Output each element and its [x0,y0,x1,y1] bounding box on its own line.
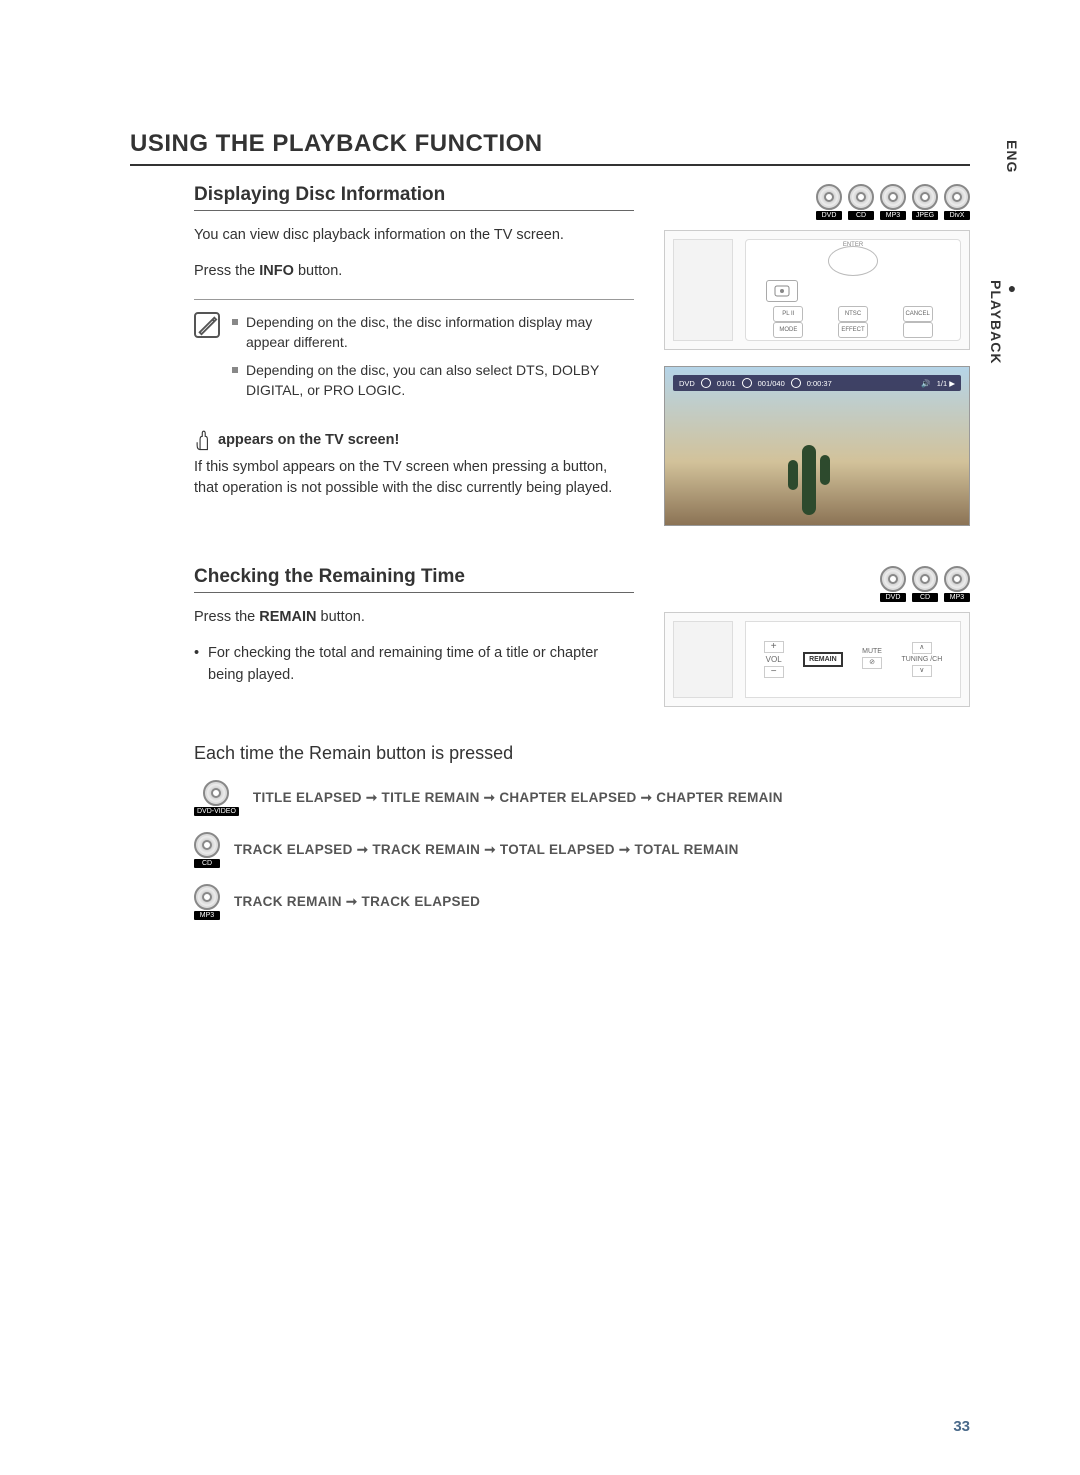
each-press-heading: Each time the Remain button is pressed [194,743,970,764]
disc-icon [194,884,220,910]
section-each-press: Each time the Remain button is pressed D… [194,743,970,920]
remote-diagram: ENTER PL II NTSC CANCEL MODE EFFECT [664,230,970,350]
disc-icon [203,780,229,806]
disc-icon [944,566,970,592]
displaying-heading: Displaying Disc Information [194,184,634,211]
remote-button: MODE [773,322,803,338]
page-number: 33 [953,1418,970,1435]
note-item: Depending on the disc, you can also sele… [232,360,634,401]
mute-control: MUTE ⊘ [862,648,882,671]
sequence-text: TRACK ELAPSED ➞ TRACK REMAIN ➞ TOTAL ELA… [234,842,739,858]
disc-badge: JPEG [912,184,938,220]
tuning-control: ∧ TUNING /CH ∨ [901,640,942,679]
disc-icon [880,184,906,210]
remain-button-highlight: REMAIN [803,652,843,667]
note-icon [194,312,220,338]
hand-icon [194,429,212,451]
chapter-icon [742,378,752,388]
sequence-text: TITLE ELAPSED ➞ TITLE REMAIN ➞ CHAPTER E… [253,790,783,806]
title-icon [701,378,711,388]
remote-button: NTSC [838,306,868,322]
page-title: USING THE PLAYBACK FUNCTION [130,130,970,166]
remote-button: PL II [773,306,803,322]
displaying-step: Press the INFO button. [194,261,634,283]
playback-info-bar: DVD 01/01 001/040 0:00:37 🔊 1/1 ▶ [673,375,961,391]
remote-diagram-2: + VOL − REMAIN MUTE ⊘ ∧ TUNING /CH ∨ [664,612,970,707]
sequence-row: CD TRACK ELAPSED ➞ TRACK REMAIN ➞ TOTAL … [194,832,970,868]
dpad-icon [828,246,878,276]
disc-icon [912,566,938,592]
warn-heading: appears on the TV screen! [194,429,634,451]
remote-button: CANCEL [903,306,933,322]
disc-icon [944,184,970,210]
disc-badge: MP3 [944,566,970,602]
section-remaining: Checking the Remaining Time Press the RE… [130,566,970,707]
disc-icon [816,184,842,210]
vol-control: + VOL − [764,639,784,680]
time-icon [791,378,801,388]
remote-full-icon [673,621,733,698]
disc-icon [912,184,938,210]
disc-badge: MP3 [880,184,906,220]
remote-button [903,322,933,338]
disc-icon [880,566,906,592]
remaining-step: Press the REMAIN button. [194,607,634,629]
remote-full-icon [673,239,733,341]
disc-badge: DVD-VIDEO [194,780,239,816]
cactus-graphic [802,445,816,515]
section-displaying: Displaying Disc Information You can view… [130,184,970,526]
disc-icon [194,832,220,858]
sequence-text: TRACK REMAIN ➞ TRACK ELAPSED [234,894,480,910]
remaining-bullet: For checking the total and remaining tim… [194,643,634,687]
section-tab: PLAYBACK [988,280,1020,365]
displaying-intro: You can view disc playback information o… [194,225,634,247]
disc-badge: CD [848,184,874,220]
disc-badge: DVD [880,566,906,602]
language-tab: ENG [1004,140,1020,173]
remaining-heading: Checking the Remaining Time [194,566,634,593]
warn-body: If this symbol appears on the TV screen … [194,457,634,501]
note-item: Depending on the disc, the disc informat… [232,312,634,353]
info-button-icon [766,280,798,302]
disc-badge-row: DVD CD MP3 [664,566,970,602]
remote-button: EFFECT [838,322,868,338]
tv-screenshot: DVD 01/01 001/040 0:00:37 🔊 1/1 ▶ [664,366,970,526]
disc-badge: DivX [944,184,970,220]
disc-badge: MP3 [194,884,220,920]
sequence-row: DVD-VIDEO TITLE ELAPSED ➞ TITLE REMAIN ➞… [194,780,970,816]
disc-icon [848,184,874,210]
note-box: Depending on the disc, the disc informat… [194,299,634,409]
sequence-row: MP3 TRACK REMAIN ➞ TRACK ELAPSED [194,884,970,920]
disc-badge-row: DVD CD MP3 JPEG DivX [664,184,970,220]
disc-badge: CD [912,566,938,602]
disc-badge: DVD [816,184,842,220]
disc-badge: CD [194,832,220,868]
